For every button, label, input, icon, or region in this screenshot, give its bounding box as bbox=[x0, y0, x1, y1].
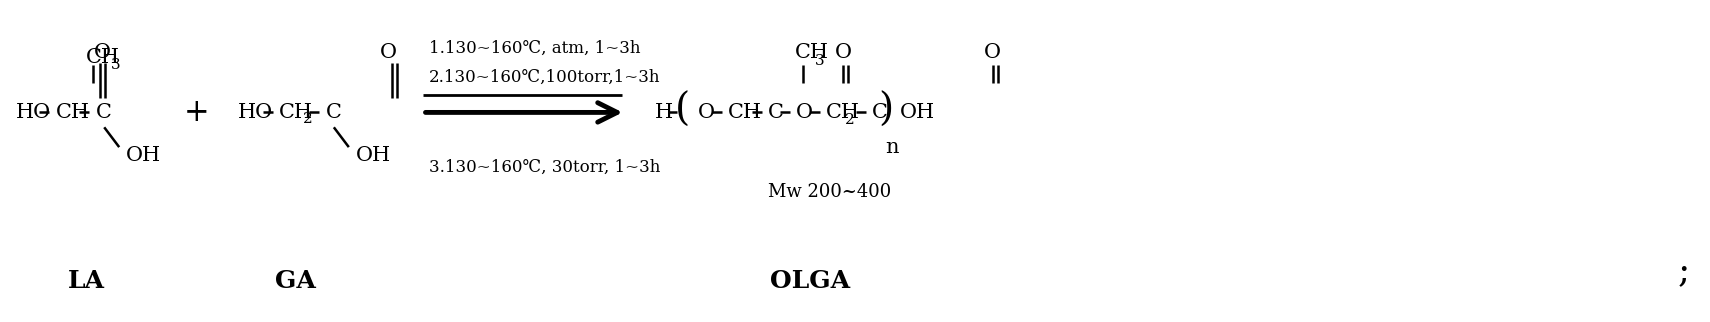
Text: CH: CH bbox=[86, 48, 120, 67]
Text: 3: 3 bbox=[816, 54, 824, 68]
Text: LA: LA bbox=[68, 269, 104, 293]
Text: 2: 2 bbox=[845, 113, 855, 128]
Text: CH: CH bbox=[279, 103, 313, 122]
Text: OLGA: OLGA bbox=[770, 269, 850, 293]
Text: (: ( bbox=[675, 92, 689, 129]
Text: 3: 3 bbox=[111, 58, 121, 72]
Text: O: O bbox=[94, 43, 111, 62]
Text: GA: GA bbox=[275, 269, 316, 293]
Text: OH: OH bbox=[127, 146, 161, 165]
Text: H: H bbox=[655, 103, 674, 122]
Text: C: C bbox=[327, 103, 342, 122]
Text: ): ) bbox=[879, 92, 894, 129]
Text: ;: ; bbox=[1678, 254, 1689, 288]
Text: 2: 2 bbox=[303, 112, 313, 126]
Text: CH: CH bbox=[728, 103, 763, 122]
Text: CH: CH bbox=[826, 103, 860, 122]
Text: Mw 200~400: Mw 200~400 bbox=[768, 183, 891, 201]
Text: O: O bbox=[698, 103, 715, 122]
Text: 3.130~160℃, 30torr, 1~3h: 3.130~160℃, 30torr, 1~3h bbox=[429, 158, 660, 175]
Text: O: O bbox=[834, 43, 852, 62]
Text: C: C bbox=[872, 103, 887, 122]
Text: CH: CH bbox=[56, 103, 91, 122]
Text: n: n bbox=[886, 137, 899, 156]
Text: O: O bbox=[797, 103, 812, 122]
Text: OH: OH bbox=[899, 103, 935, 122]
Text: HO: HO bbox=[238, 103, 274, 122]
Text: C: C bbox=[768, 103, 783, 122]
Text: OH: OH bbox=[356, 146, 392, 165]
Text: +: + bbox=[183, 97, 209, 128]
Text: HO: HO bbox=[17, 103, 51, 122]
Text: 1.130~160℃, atm, 1~3h: 1.130~160℃, atm, 1~3h bbox=[429, 40, 640, 56]
Text: 2.130~160℃,100torr,1~3h: 2.130~160℃,100torr,1~3h bbox=[429, 69, 660, 86]
Text: CH: CH bbox=[795, 43, 829, 62]
Text: C: C bbox=[96, 103, 113, 122]
Text: O: O bbox=[380, 43, 397, 62]
Text: O: O bbox=[985, 43, 1002, 62]
